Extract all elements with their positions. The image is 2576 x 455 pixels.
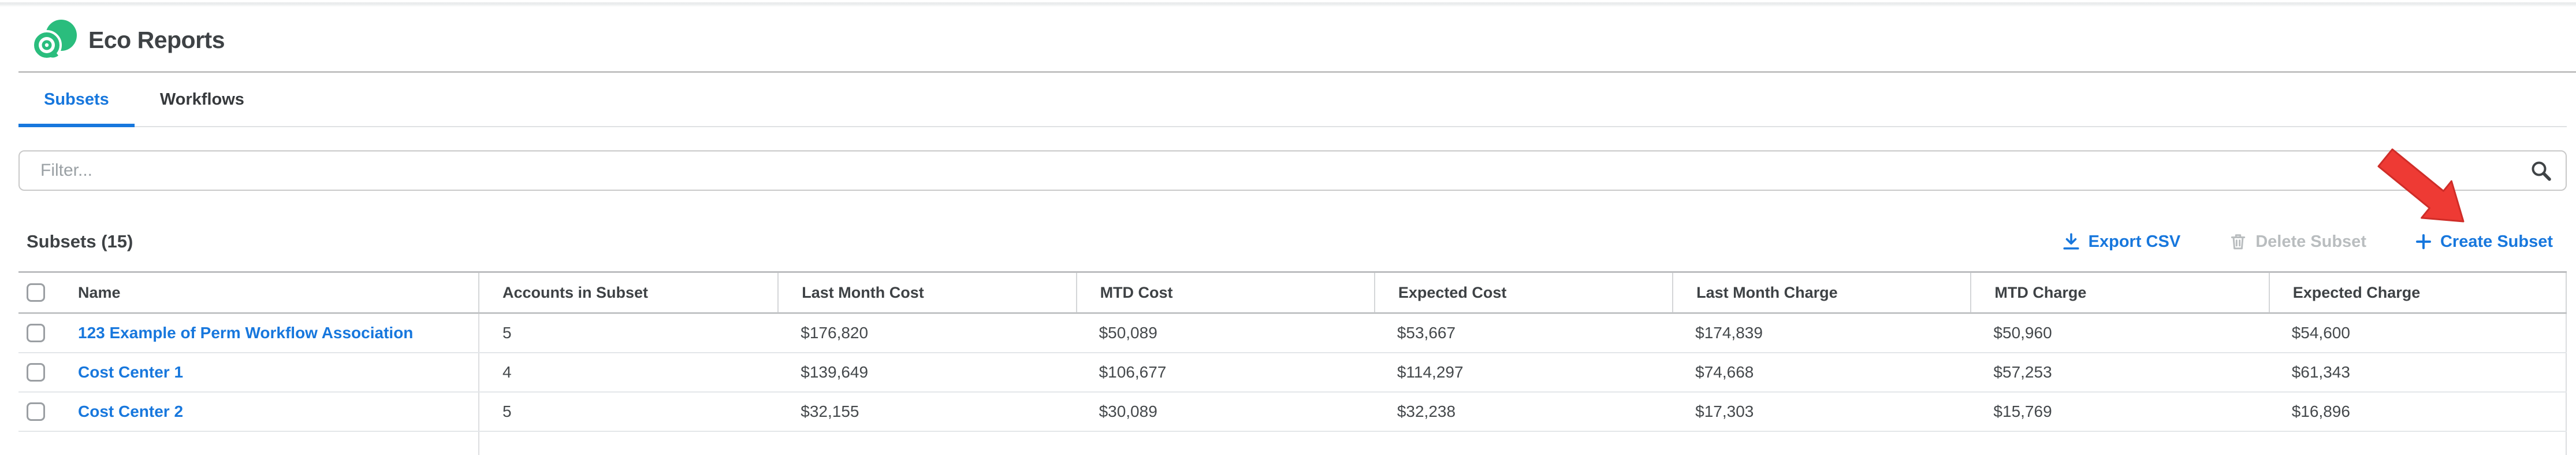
column-header-name[interactable]: Name	[62, 273, 479, 312]
column-header-last-month-cost[interactable]: Last Month Cost	[777, 273, 1075, 312]
filter-bar	[18, 150, 2567, 191]
subset-name-link[interactable]: Cost Center 1	[78, 363, 184, 381]
tab-workflows-label: Workflows	[159, 90, 244, 109]
cell-last-month-cost: $176,820	[801, 324, 869, 342]
tab-subsets-label: Subsets	[44, 90, 109, 109]
cell-last-month-cost: $139,649	[801, 363, 869, 381]
tab-workflows[interactable]: Workflows	[135, 73, 270, 126]
tab-bar: Subsets Workflows	[18, 73, 2567, 127]
download-icon	[2063, 233, 2079, 250]
column-header-mtd-cost[interactable]: MTD Cost	[1075, 273, 1374, 312]
subset-name-link[interactable]: 123 Example of Perm Workflow Association	[78, 324, 414, 342]
column-header-accounts[interactable]: Accounts in Subset	[502, 283, 649, 301]
filter-input[interactable]	[18, 150, 2567, 191]
cell-mtd-charge: $57,253	[1993, 363, 2052, 381]
row-checkbox[interactable]	[27, 402, 45, 421]
delete-subset-button[interactable]: Delete Subset	[2229, 232, 2366, 251]
cell-mtd-cost: $30,089	[1099, 402, 1157, 420]
search-icon	[2532, 161, 2551, 181]
column-header-expected-cost[interactable]: Expected Cost	[1373, 273, 1672, 312]
table-row: 123 Example of Perm Workflow Association…	[18, 314, 2567, 353]
tab-subsets[interactable]: Subsets	[18, 73, 135, 127]
eco-logo-icon	[33, 20, 77, 60]
subsets-heading: Subsets (15)	[27, 231, 133, 251]
row-checkbox[interactable]	[27, 363, 45, 382]
subset-name-link[interactable]: Cost Center 2	[78, 402, 184, 420]
cell-last-month-charge: $17,303	[1695, 402, 1754, 420]
cell-expected-cost: $114,297	[1397, 363, 1464, 381]
cell-expected-charge: $61,343	[2269, 353, 2567, 391]
column-header-expected-charge[interactable]: Expected Charge	[2268, 273, 2567, 312]
cell-last-month-cost: $32,155	[801, 402, 859, 420]
table-row: Cost Center 2 5 $32,155 $30,089 $32,238 …	[18, 393, 2567, 432]
cell-mtd-cost: $106,677	[1099, 363, 1167, 381]
column-header-last-month-charge[interactable]: Last Month Charge	[1672, 273, 1970, 312]
cell-expected-charge: $54,600	[2269, 314, 2567, 352]
header-divider	[18, 71, 2576, 73]
select-all-checkbox[interactable]	[27, 283, 45, 302]
cell-accounts: 4	[502, 363, 512, 381]
cell-mtd-charge: $15,769	[1993, 402, 2052, 420]
cell-accounts: 5	[502, 324, 512, 342]
cell-accounts: 5	[502, 402, 512, 420]
cell-expected-cost: $53,667	[1397, 324, 1456, 342]
delete-subset-label: Delete Subset	[2255, 232, 2366, 251]
export-csv-label: Export CSV	[2088, 232, 2181, 251]
trash-icon	[2231, 234, 2246, 250]
create-subset-label: Create Subset	[2440, 232, 2553, 251]
cell-mtd-cost: $50,089	[1099, 324, 1157, 342]
top-divider	[0, 2, 2576, 7]
toolbar-actions: Export CSV Delete Subset Create Subset	[2062, 232, 2553, 251]
cell-last-month-charge: $74,668	[1695, 363, 1754, 381]
create-subset-button[interactable]: Create Subset	[2415, 232, 2553, 251]
row-checkbox[interactable]	[27, 324, 45, 342]
cell-last-month-charge: $174,839	[1695, 324, 1763, 342]
active-tab-underline	[18, 124, 135, 127]
plus-icon	[2415, 234, 2431, 249]
table-header-row: Name Accounts in Subset Last Month Cost …	[18, 273, 2567, 314]
cell-expected-charge: $16,896	[2269, 393, 2567, 431]
table-row: Cost Center 1 4 $139,649 $106,677 $114,2…	[18, 353, 2567, 393]
cell-expected-cost: $32,238	[1397, 402, 1456, 420]
toolbar: Subsets (15) Export CSV Delete Subset Cr…	[18, 224, 2567, 259]
table-row-partial	[18, 432, 2567, 455]
subsets-table: Name Accounts in Subset Last Month Cost …	[18, 271, 2567, 455]
app-header: Eco Reports	[0, 0, 2576, 60]
page-title: Eco Reports	[88, 26, 225, 53]
cell-mtd-charge: $50,960	[1993, 324, 2052, 342]
export-csv-button[interactable]: Export CSV	[2062, 232, 2181, 251]
column-header-mtd-charge[interactable]: MTD Charge	[1970, 273, 2268, 312]
